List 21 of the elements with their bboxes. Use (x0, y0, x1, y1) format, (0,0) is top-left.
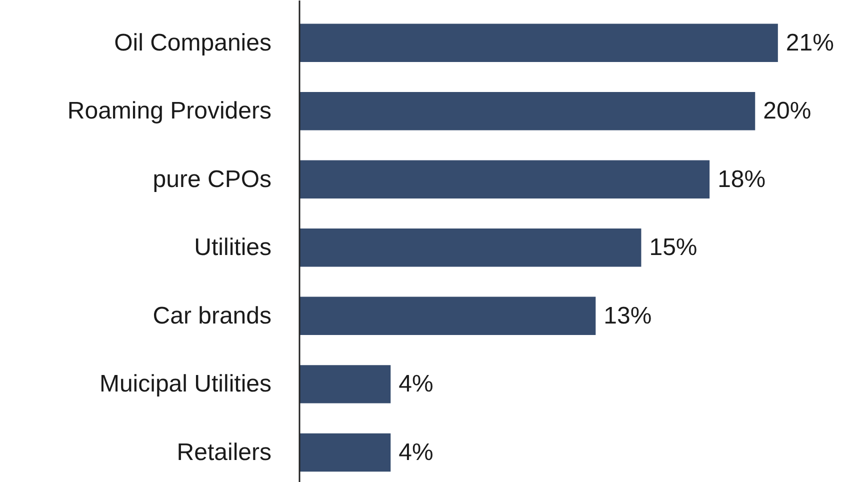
bar (300, 92, 756, 130)
y-tick-label: Muicipal Utilities (99, 370, 272, 398)
y-tick-label: Car brands (152, 302, 272, 330)
data-label: 4% (398, 438, 434, 466)
y-tick-label: Roaming Providers (67, 98, 272, 125)
data-label: 4% (398, 370, 434, 398)
data-label: 20% (763, 98, 812, 125)
bar (300, 433, 391, 472)
y-tick-label: pure CPOs (152, 166, 272, 193)
data-label: 13% (604, 302, 652, 330)
bar (300, 228, 642, 267)
bar (300, 365, 391, 404)
data-label: 15% (649, 234, 698, 262)
data-label: 18% (718, 166, 766, 193)
data-label: 21% (786, 29, 834, 56)
y-tick-label: Utilities (194, 234, 272, 262)
bar (300, 24, 778, 62)
bar (300, 160, 710, 198)
y-tick-label: Oil Companies (114, 29, 272, 56)
bar (300, 296, 596, 336)
y-tick-label: Retailers (176, 438, 272, 466)
